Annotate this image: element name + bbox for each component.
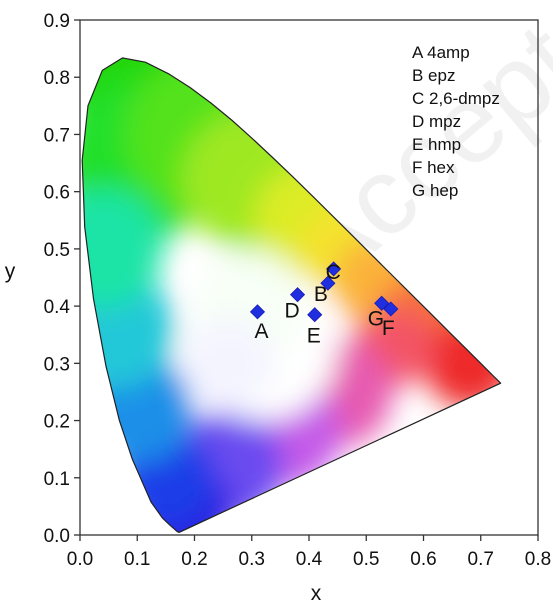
- data-point-label: A: [254, 320, 268, 343]
- legend-entry: B epz: [412, 66, 455, 85]
- data-point-marker: [383, 301, 399, 317]
- legend: A 4amp B epz C 2,6-dmpz D mpz E hmp F hex G he…: [412, 43, 500, 200]
- data-point-marker: [289, 287, 306, 303]
- x-tick-label: 0.2: [181, 549, 207, 570]
- x-tick-label: 0.1: [124, 549, 150, 570]
- legend-entry: D mpz: [412, 112, 461, 131]
- x-axis: 0.0 0.1 0.2 0.3 0.4 0.5 0.6 0.7 0.8: [67, 535, 551, 570]
- x-axis-title: x: [311, 582, 322, 605]
- y-tick-label: 0.6: [44, 183, 70, 204]
- data-point-marker: [307, 307, 323, 323]
- data-point-label: E: [307, 325, 321, 348]
- y-tick-label: 0.2: [44, 412, 70, 433]
- legend-entry: F hex: [412, 158, 455, 177]
- y-tick-label: 0.4: [44, 297, 71, 318]
- x-tick-label: 0.8: [525, 549, 551, 570]
- data-points: A BC DE FG: [249, 261, 399, 348]
- spectral-locus-outline: [81, 57, 502, 533]
- y-tick-label: 0.9: [44, 11, 70, 32]
- y-tick-label: 0.3: [44, 354, 70, 375]
- y-axis-title: y: [5, 260, 16, 283]
- y-tick-label: 0.0: [44, 526, 70, 547]
- x-tick-label: 0.3: [239, 549, 265, 570]
- data-point-marker: [374, 295, 390, 311]
- data-point-marker: [249, 304, 266, 320]
- data-point-label: G: [368, 307, 384, 330]
- legend-entry: C 2,6-dmpz: [412, 89, 500, 108]
- data-point-marker: [320, 275, 336, 291]
- data-point-label: F: [382, 317, 395, 340]
- x-tick-label: 0.5: [353, 549, 379, 570]
- data-point-label: C: [326, 261, 341, 284]
- x-tick-label: 0.4: [296, 549, 323, 570]
- data-point-label: D: [285, 300, 300, 323]
- data-point-label: B: [314, 283, 328, 306]
- x-tick-label: 0.6: [410, 549, 436, 570]
- legend-entry: A 4amp: [412, 43, 470, 62]
- legend-entry: E hmp: [412, 135, 461, 154]
- y-axis: 0.0 0.1 0.2 0.3 0.4 0.5 0.6 0.7 0.8 0.9: [44, 11, 80, 547]
- x-tick-label: 0.0: [67, 549, 93, 570]
- y-tick-label: 0.5: [44, 240, 70, 261]
- legend-entry: G hep: [412, 181, 458, 200]
- y-tick-label: 0.1: [44, 469, 70, 490]
- x-tick-label: 0.7: [468, 549, 494, 570]
- y-tick-label: 0.8: [44, 68, 70, 89]
- data-point-marker: [326, 261, 342, 277]
- y-tick-label: 0.7: [44, 125, 70, 146]
